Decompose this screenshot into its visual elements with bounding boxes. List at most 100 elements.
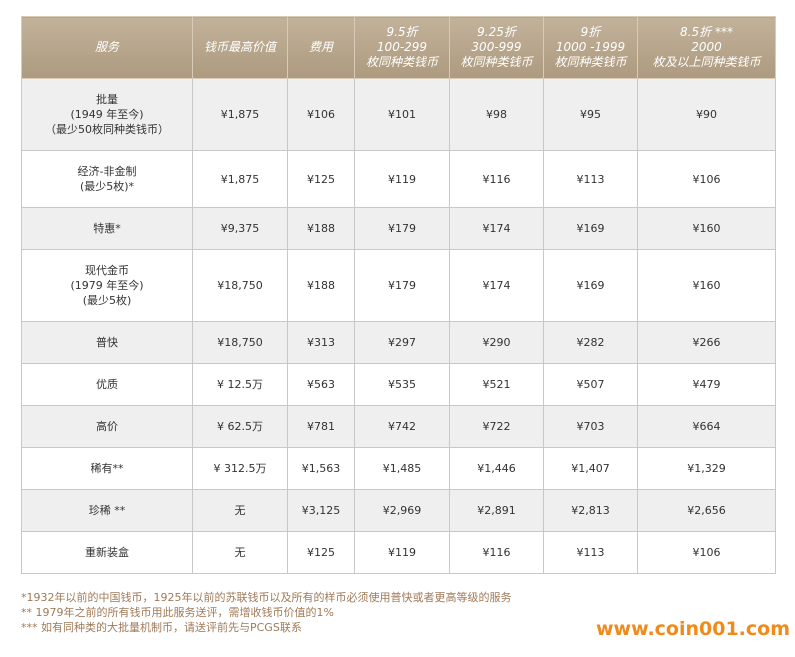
- cell-line: 9.25折: [477, 25, 516, 39]
- table-cell: ¥188: [287, 207, 355, 250]
- footnote: *** 如有同种类的大批量机制币，请送评前先与PCGS联系: [21, 621, 302, 634]
- header-cell: 服务: [21, 16, 193, 79]
- table-cell: ¥2,969: [354, 489, 450, 532]
- table-cell: ¥106: [287, 78, 355, 151]
- table-cell: 重新装盒: [21, 531, 193, 574]
- table-cell: ¥1,485: [354, 447, 450, 490]
- table-cell: ¥313: [287, 321, 355, 364]
- table-row: 经济-非金制 (最少5枚)* ¥1,875 ¥125 ¥119 ¥116 ¥113 ¥106: [21, 150, 776, 208]
- table-cell: ¥ 62.5万: [192, 405, 288, 448]
- cell-line: 特惠*: [93, 222, 121, 235]
- table-cell: ¥116: [449, 531, 544, 574]
- table-cell: ¥179: [354, 249, 450, 322]
- table-row: 优质 ¥ 12.5万 ¥563 ¥535 ¥521 ¥507 ¥479: [21, 363, 776, 406]
- table-cell: ¥563: [287, 363, 355, 406]
- cell-line: (1949 年至今): [70, 108, 144, 121]
- table-cell: ¥116: [449, 150, 544, 208]
- cell-line: 优质: [96, 378, 118, 391]
- cell-line: 服务: [94, 40, 119, 54]
- table-cell: ¥18,750: [192, 321, 288, 364]
- table-cell: ¥ 312.5万: [192, 447, 288, 490]
- table-cell: ¥98: [449, 78, 544, 151]
- table-cell: ¥169: [543, 249, 638, 322]
- table-cell: 现代金币 (1979 年至今) (最少5枚): [21, 249, 193, 322]
- cell-line: 9折: [580, 25, 601, 39]
- footnote: ** 1979年之前的所有钱币用此服务送评，需增收钱币价值的1%: [21, 606, 334, 619]
- table-cell: ¥119: [354, 531, 450, 574]
- table-cell: 特惠*: [21, 207, 193, 250]
- cell-line: 枚同种类钱币: [460, 55, 533, 69]
- table-cell: ¥160: [637, 207, 776, 250]
- table-cell: 经济-非金制 (最少5枚)*: [21, 150, 193, 208]
- cell-line: (1979 年至今): [70, 279, 144, 292]
- table-cell: ¥160: [637, 249, 776, 322]
- table-cell: ¥479: [637, 363, 776, 406]
- table-cell: 优质: [21, 363, 193, 406]
- header-cell: 9.5折 100-299 枚同种类钱币: [354, 16, 450, 79]
- watermark: www.coin001.com: [596, 618, 791, 640]
- table-cell: ¥535: [354, 363, 450, 406]
- table-cell: ¥125: [287, 150, 355, 208]
- table-row: 普快 ¥18,750 ¥313 ¥297 ¥290 ¥282 ¥266: [21, 321, 776, 364]
- table-cell: 稀有**: [21, 447, 193, 490]
- table-cell: ¥507: [543, 363, 638, 406]
- table-cell: 无: [192, 489, 288, 532]
- table-cell: ¥1,563: [287, 447, 355, 490]
- header-cell: 9.25折 300-999 枚同种类钱币: [449, 16, 544, 79]
- table-cell: ¥1,407: [543, 447, 638, 490]
- table-cell: ¥174: [449, 249, 544, 322]
- cell-line: 100-299: [376, 40, 428, 54]
- table-row: 珍稀 ** 无 ¥3,125 ¥2,969 ¥2,891 ¥2,813 ¥2,656: [21, 489, 776, 532]
- cell-line: 费用: [308, 40, 333, 54]
- table-cell: ¥722: [449, 405, 544, 448]
- cell-line: 稀有**: [90, 462, 124, 475]
- table-cell: ¥2,813: [543, 489, 638, 532]
- header-row: 服务 钱币最高价值 费用 9.5折 100-299 枚同种类钱币 9.25折 300-999 枚…: [21, 16, 776, 79]
- table-row: 重新装盒 无 ¥125 ¥119 ¥116 ¥113 ¥106: [21, 531, 776, 574]
- header-cell: 9折 1000 -1999 枚同种类钱币: [543, 16, 638, 79]
- table-cell: ¥1,875: [192, 150, 288, 208]
- table-cell: ¥2,891: [449, 489, 544, 532]
- table-cell: ¥169: [543, 207, 638, 250]
- table-cell: ¥90: [637, 78, 776, 151]
- header-cell: 钱币最高价值: [192, 16, 288, 79]
- table-cell: ¥106: [637, 531, 776, 574]
- cell-line: 300-999: [471, 40, 522, 54]
- cell-line: 枚同种类钱币: [554, 55, 627, 69]
- table-cell: ¥781: [287, 405, 355, 448]
- cell-line: 8.5折 ***: [680, 25, 733, 39]
- header-cell: 8.5折 *** 2000 枚及以上同种类钱币: [637, 16, 776, 79]
- table-cell: ¥95: [543, 78, 638, 151]
- cell-line: 2000: [691, 40, 722, 54]
- table-cell: ¥742: [354, 405, 450, 448]
- footnote: *1932年以前的中国钱币，1925年以前的苏联钱币以及所有的样币必须使用普快或…: [21, 591, 512, 604]
- table-cell: ¥188: [287, 249, 355, 322]
- cell-line: （最少50枚同种类钱币）: [45, 123, 169, 136]
- table-cell: 批量 (1949 年至今) （最少50枚同种类钱币）: [21, 78, 193, 151]
- table-cell: ¥664: [637, 405, 776, 448]
- table-cell: ¥1,329: [637, 447, 776, 490]
- cell-line: 重新装盒: [85, 546, 129, 559]
- table-cell: ¥703: [543, 405, 638, 448]
- cell-line: (最少5枚)*: [79, 180, 135, 193]
- table-cell: ¥113: [543, 531, 638, 574]
- table-cell: ¥266: [637, 321, 776, 364]
- table-cell: ¥290: [449, 321, 544, 364]
- cell-line: 普快: [96, 336, 118, 349]
- cell-line: 枚及以上同种类钱币: [652, 55, 761, 69]
- table-cell: ¥297: [354, 321, 450, 364]
- table-cell: 无: [192, 531, 288, 574]
- cell-line: 批量: [96, 93, 118, 106]
- table-row: 特惠* ¥9,375 ¥188 ¥179 ¥174 ¥169 ¥160: [21, 207, 776, 250]
- cell-line: 现代金币: [85, 264, 129, 277]
- table-cell: ¥119: [354, 150, 450, 208]
- table-row: 稀有** ¥ 312.5万 ¥1,563 ¥1,485 ¥1,446 ¥1,407 ¥1,3…: [21, 447, 776, 490]
- table-cell: ¥179: [354, 207, 450, 250]
- table-cell: ¥3,125: [287, 489, 355, 532]
- table-cell: ¥18,750: [192, 249, 288, 322]
- table-cell: ¥1,446: [449, 447, 544, 490]
- cell-line: 经济-非金制: [77, 165, 137, 178]
- table-cell: ¥113: [543, 150, 638, 208]
- table-cell: ¥125: [287, 531, 355, 574]
